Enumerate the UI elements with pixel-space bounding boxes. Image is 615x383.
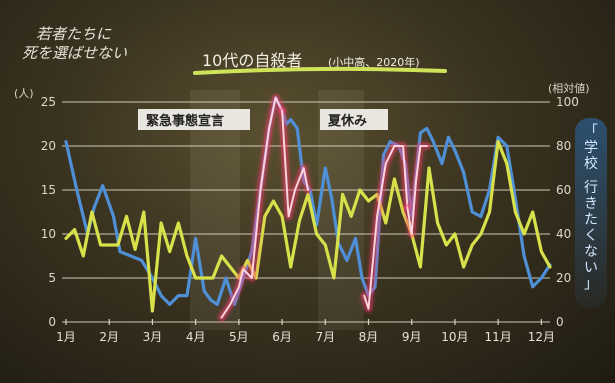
x-tick-label: 2月 [99,330,119,344]
highlight-line [406,145,428,235]
title-underline [193,66,447,75]
right-tick-label: 80 [556,139,571,153]
side-label-char: 校 [584,155,598,172]
callout-emergency: 緊急事態宣言 [146,113,224,129]
left-tick-label: 25 [41,95,56,109]
side-label-char: 学 [584,140,598,156]
grid [62,101,550,323]
callout-summer: 夏休み [327,113,367,129]
right-tick-label: 0 [556,315,564,329]
side-label-panel [575,118,607,308]
left-tick-label: 10 [41,227,56,241]
side-label-char: 」 [584,276,598,292]
x-tick-label: 6月 [272,330,292,344]
left-tick-label: 20 [41,139,56,153]
chart-title: 10代の自殺者 [202,51,302,70]
side-label-char: 「 [584,124,598,140]
x-tick-label: 11月 [485,330,512,344]
callout-box-emergency [138,109,250,130]
x-tick-label: 8月 [359,330,379,344]
series-line-school-refusal [64,140,552,313]
left-tick-label: 15 [41,183,56,197]
right-tick-label: 40 [556,227,571,241]
x-tick-label: 9月 [402,330,422,344]
callout-box-summer [320,109,388,130]
chart-subtitle: (小中高、2020年) [328,55,420,69]
side-label-char: き [584,196,598,212]
left-tick-label: 5 [48,271,56,285]
highlight-line [363,145,409,310]
side-label-char: く [584,228,598,244]
highlight-line [220,96,284,319]
left-axis-ticks: 0 5 10 15 20 25 [41,95,56,329]
left-tick-label: 0 [48,315,56,329]
right-tick-label: 20 [556,271,571,285]
side-label-char: な [584,244,598,260]
x-tick-label: 4月 [186,330,206,344]
x-tick-label: 10月 [441,330,468,344]
logo-line-1: 若者たちに [36,25,112,43]
highlight-line [281,109,309,218]
x-tick-label: 5月 [229,330,249,344]
side-label-char: い [584,260,598,276]
logo-line-2: 死を選ばせない [22,44,127,62]
right-axis-ticks: 0 20 40 60 80 100 [556,95,579,329]
side-label-char: た [584,212,598,228]
x-tick-label: 12月 [528,330,555,344]
right-axis-unit: (相対値) [548,81,590,95]
right-tick-label: 60 [556,183,571,197]
series-line-suicides [64,96,552,306]
x-tick-label: 7月 [315,330,335,344]
x-axis-ticks: 1月 2月 3月 4月 5月 6月 7月 8月 9月 10月 11月 12月 [56,319,555,344]
right-tick-label: 100 [556,95,579,109]
left-axis-unit: (人) [14,87,34,100]
x-tick-label: 1月 [56,330,76,344]
series-group [64,94,552,322]
side-label-char: 行 [584,180,598,196]
x-tick-label: 3月 [143,330,163,344]
